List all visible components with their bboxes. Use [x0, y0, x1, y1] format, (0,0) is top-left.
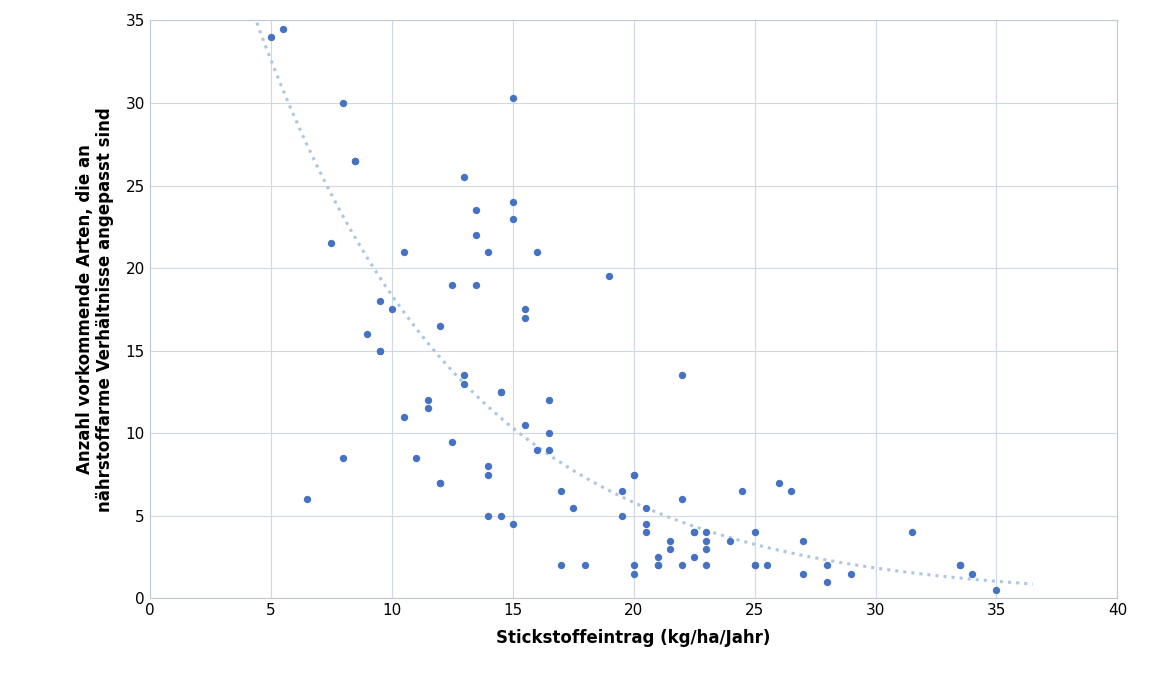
- Point: [540, 444, 559, 455]
- Point: [455, 370, 473, 381]
- Point: [491, 386, 509, 397]
- Point: [479, 461, 498, 472]
- Point: [624, 560, 643, 571]
- Point: [781, 486, 799, 496]
- Point: [613, 511, 631, 522]
- Point: [371, 345, 389, 356]
- Point: [564, 502, 583, 513]
- Y-axis label: Anzahl vorkommende Arten, die an
nährstoffarme Verhältnisse angepasst sind: Anzahl vorkommende Arten, die an nährsto…: [76, 107, 114, 512]
- Point: [673, 370, 691, 381]
- Point: [697, 535, 715, 546]
- Point: [371, 345, 389, 356]
- Point: [637, 519, 655, 530]
- Point: [323, 238, 341, 249]
- Point: [987, 585, 1006, 596]
- Point: [516, 312, 535, 323]
- Point: [552, 560, 570, 571]
- Point: [952, 560, 970, 571]
- Point: [468, 230, 486, 241]
- Point: [528, 246, 546, 257]
- Point: [382, 304, 401, 315]
- Point: [371, 296, 389, 307]
- Point: [419, 395, 438, 406]
- Point: [491, 386, 509, 397]
- Point: [684, 527, 703, 538]
- Point: [334, 97, 353, 108]
- Point: [468, 279, 486, 290]
- Point: [684, 527, 703, 538]
- Point: [491, 511, 509, 522]
- Point: [503, 213, 522, 224]
- Point: [745, 560, 764, 571]
- Point: [442, 436, 461, 447]
- Point: [358, 328, 377, 339]
- Point: [649, 560, 667, 571]
- Point: [649, 551, 667, 562]
- Point: [455, 172, 473, 183]
- Point: [552, 486, 570, 496]
- Point: [952, 560, 970, 571]
- Point: [419, 403, 438, 414]
- Point: [394, 411, 414, 422]
- Point: [479, 469, 498, 480]
- Point: [758, 560, 776, 571]
- Point: [624, 469, 643, 480]
- Point: [468, 205, 486, 216]
- Point: [697, 560, 715, 571]
- Point: [637, 527, 655, 538]
- Point: [963, 568, 982, 579]
- Point: [262, 31, 280, 42]
- Point: [516, 420, 535, 430]
- Point: [684, 551, 703, 562]
- X-axis label: Stickstoffeintrag (kg/ha/Jahr): Stickstoffeintrag (kg/ha/Jahr): [497, 630, 771, 647]
- Point: [818, 577, 836, 588]
- Point: [673, 560, 691, 571]
- Point: [721, 535, 740, 546]
- Point: [503, 519, 522, 530]
- Point: [624, 469, 643, 480]
- Point: [503, 92, 522, 103]
- Point: [407, 453, 425, 464]
- Point: [297, 494, 316, 505]
- Point: [431, 477, 449, 488]
- Point: [794, 568, 812, 579]
- Point: [818, 560, 836, 571]
- Point: [347, 155, 365, 166]
- Point: [274, 23, 293, 34]
- Point: [903, 527, 922, 538]
- Point: [613, 486, 631, 496]
- Point: [576, 560, 594, 571]
- Point: [697, 543, 715, 554]
- Point: [624, 568, 643, 579]
- Point: [540, 395, 559, 406]
- Point: [431, 477, 449, 488]
- Point: [661, 535, 680, 546]
- Point: [697, 527, 715, 538]
- Point: [794, 535, 812, 546]
- Point: [540, 428, 559, 439]
- Point: [600, 271, 619, 282]
- Point: [431, 320, 449, 331]
- Point: [528, 444, 546, 455]
- Point: [745, 527, 764, 538]
- Point: [347, 155, 365, 166]
- Point: [455, 378, 473, 389]
- Point: [745, 560, 764, 571]
- Point: [442, 279, 461, 290]
- Point: [770, 477, 788, 488]
- Point: [394, 246, 414, 257]
- Point: [503, 197, 522, 207]
- Point: [479, 246, 498, 257]
- Point: [733, 486, 751, 496]
- Point: [661, 543, 680, 554]
- Point: [516, 304, 535, 315]
- Point: [479, 511, 498, 522]
- Point: [334, 453, 353, 464]
- Point: [842, 568, 861, 579]
- Point: [673, 494, 691, 505]
- Point: [649, 560, 667, 571]
- Point: [637, 502, 655, 513]
